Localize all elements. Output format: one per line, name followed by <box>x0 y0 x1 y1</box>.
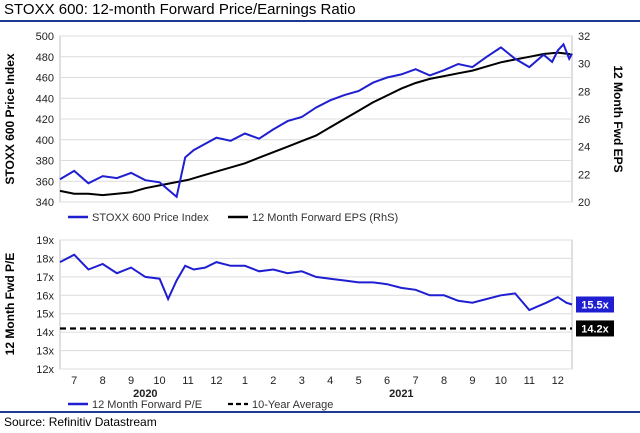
price-axis-title: STOXX 600 Price Index <box>3 53 17 185</box>
avg-end-label-box <box>576 320 614 337</box>
month-tick-label: 12 <box>552 375 564 387</box>
month-tick-label: 10 <box>495 375 507 387</box>
price-eps-legend: STOXX 600 Price Index 12 Month Forward E… <box>68 212 398 224</box>
price-tick-label: 500 <box>36 31 54 43</box>
price-eps-panel: 340 360 380 400 420 440 460 480 500 20 22 24 26 28 30… <box>3 31 625 224</box>
month-tick-label: 4 <box>327 375 333 387</box>
month-tick-label: 5 <box>356 375 362 387</box>
month-tick-label: 8 <box>441 375 447 387</box>
pe-tick-label: 14x <box>36 327 54 339</box>
end-value-labels: 15.5x 14.2x <box>576 296 614 337</box>
pe-end-label: 15.5x <box>581 300 609 312</box>
eps-tick-label: 24 <box>578 142 590 154</box>
price-tick-label: 420 <box>36 114 54 126</box>
month-tick-label: 7 <box>412 375 418 387</box>
month-tick-label: 12 <box>210 375 222 387</box>
month-tick-label: 1 <box>242 375 248 387</box>
legend-avg-label: 10-Year Average <box>252 399 333 411</box>
month-tick-label: 8 <box>100 375 106 387</box>
price-tick-label: 480 <box>36 52 54 64</box>
month-tick-label: 11 <box>182 375 193 387</box>
eps-tick-label: 26 <box>578 114 590 126</box>
month-axis-ticks: 7 8 9 10 11 12 1 2 3 4 5 6 7 8 9 10 11 12 <box>71 375 564 387</box>
month-tick-label: 7 <box>71 375 77 387</box>
year-label: 2021 <box>389 388 413 400</box>
price-tick-label: 460 <box>36 73 54 85</box>
pe-tick-label: 18x <box>36 253 54 265</box>
month-tick-label: 2 <box>270 375 276 387</box>
month-tick-label: 9 <box>128 375 134 387</box>
pe-tick-label: 19x <box>36 235 54 247</box>
pe-series-line <box>59 253 573 312</box>
pe-tick-label: 13x <box>36 346 54 358</box>
price-tick-label: 380 <box>36 156 54 168</box>
pe-axis-title: 12 Month Fwd P/E <box>3 253 17 356</box>
pe-legend: 12 Month Forward P/E 10-Year Average <box>68 399 333 411</box>
eps-tick-label: 28 <box>578 86 590 98</box>
pe-tick-label: 12x <box>36 364 54 376</box>
pe-tick-label: 15x <box>36 309 54 321</box>
source-note: Source: Refinitiv Datastream <box>4 415 157 429</box>
month-tick-label: 9 <box>469 375 475 387</box>
avg-end-label: 14.2x <box>581 323 609 335</box>
eps-tick-label: 22 <box>578 169 590 181</box>
legend-eps-label: 12 Month Forward EPS (RhS) <box>252 212 398 224</box>
price-tick-label: 340 <box>36 197 54 209</box>
price-tick-label: 440 <box>36 93 54 105</box>
pe-axis-ticks: 12x 13x 14x 15x 16x 17x 18x 19x <box>36 235 54 376</box>
price-series-line <box>59 42 573 199</box>
year-labels: 2020 2021 <box>133 388 413 400</box>
title-rule <box>0 20 640 22</box>
eps-axis-ticks: 20 22 24 26 28 30 32 <box>578 31 590 209</box>
pe-tick-label: 16x <box>36 290 54 302</box>
month-tick-label: 3 <box>299 375 305 387</box>
price-tick-label: 360 <box>36 176 54 188</box>
pe-plot-area <box>59 239 573 370</box>
eps-tick-label: 32 <box>578 31 590 43</box>
footer-rule <box>0 411 640 413</box>
price-tick-label: 400 <box>36 135 54 147</box>
pe-end-label-box <box>576 296 614 313</box>
month-tick-label: 10 <box>153 375 165 387</box>
eps-axis-title: 12 Month Fwd EPS <box>611 65 625 172</box>
eps-tick-label: 30 <box>578 59 590 71</box>
page-title: STOXX 600: 12-month Forward Price/Earnin… <box>4 1 356 18</box>
month-tick-label: 11 <box>524 375 535 387</box>
price-axis-ticks: 340 360 380 400 420 440 460 480 500 <box>36 31 54 209</box>
pe-tick-label: 17x <box>36 272 54 284</box>
price-eps-gridlines <box>60 35 572 203</box>
legend-price-label: STOXX 600 Price Index <box>92 212 209 224</box>
legend-pe-label: 12 Month Forward P/E <box>92 399 202 411</box>
eps-series-line <box>59 51 573 197</box>
eps-tick-label: 20 <box>578 197 590 209</box>
year-label: 2020 <box>133 388 157 400</box>
month-tick-label: 6 <box>384 375 390 387</box>
